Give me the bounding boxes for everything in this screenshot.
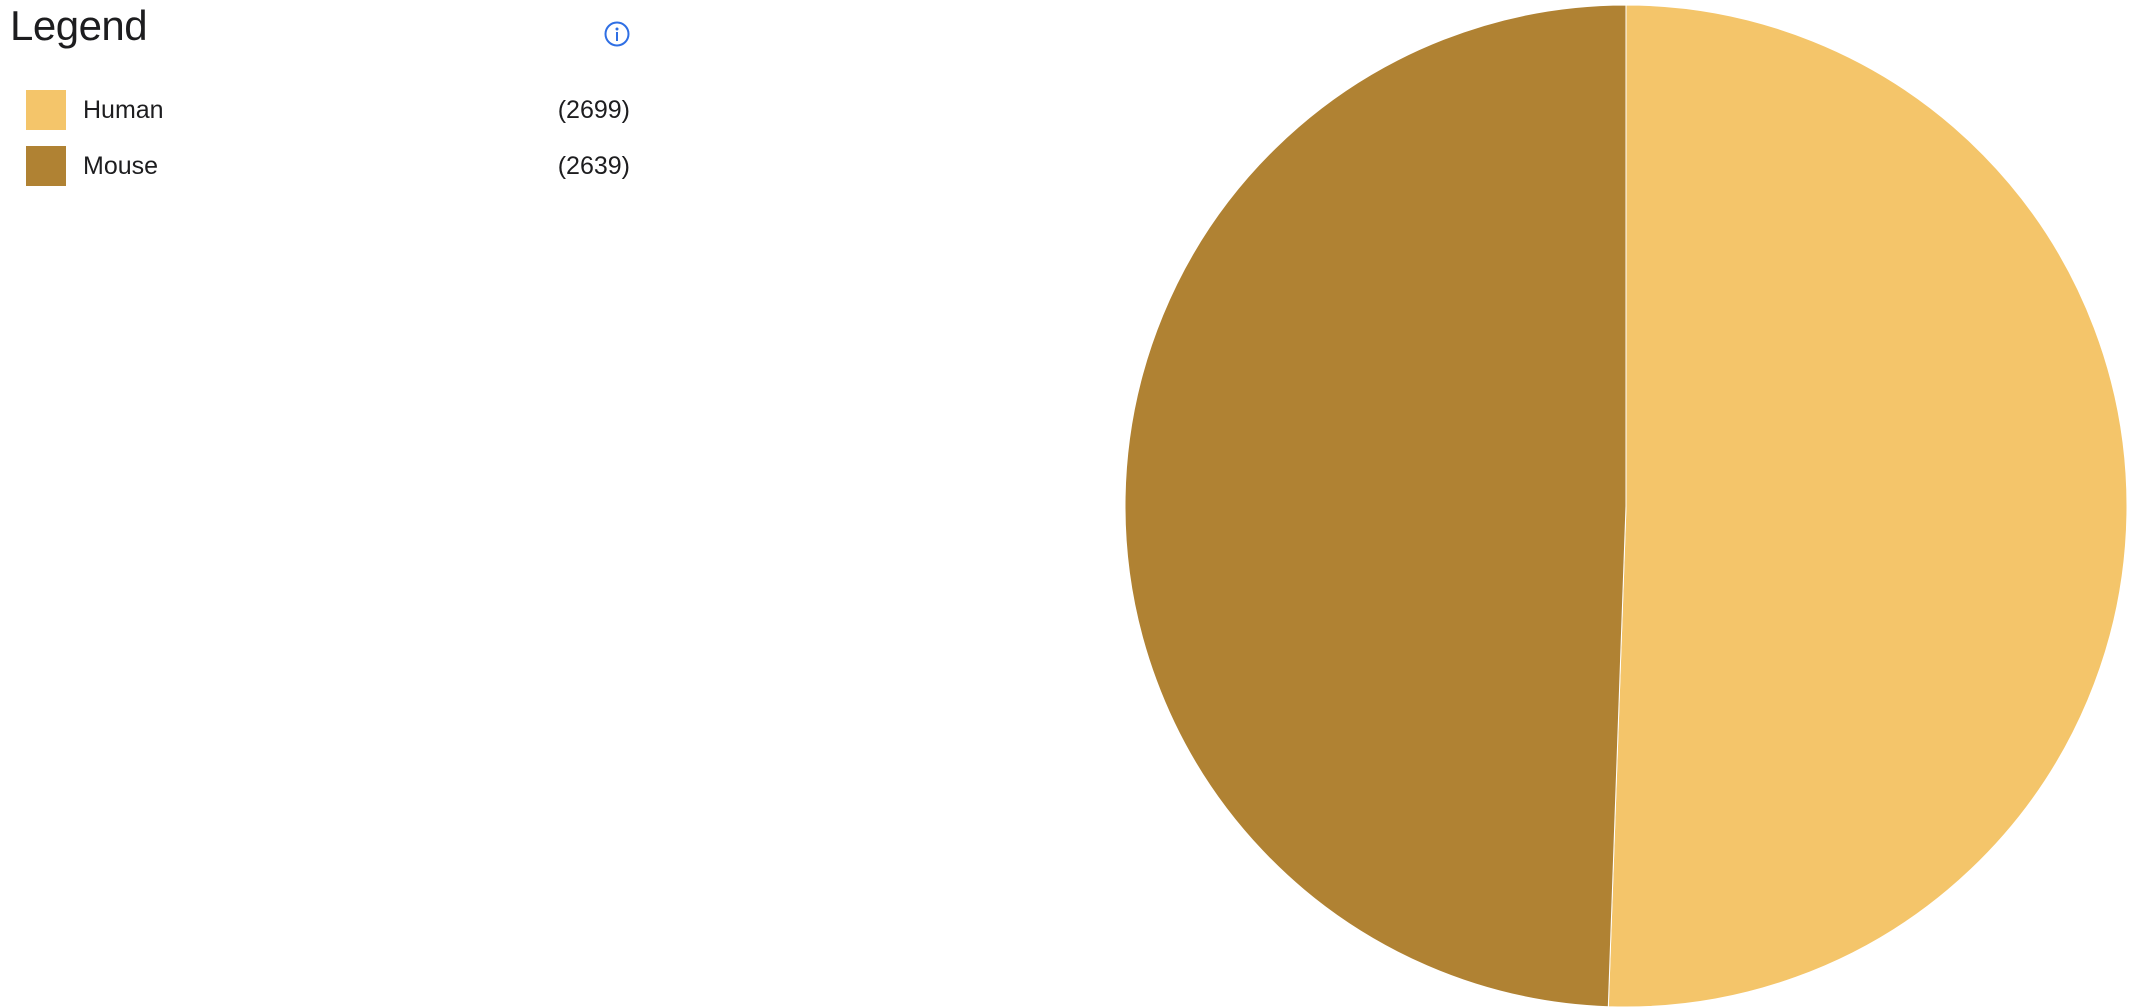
legend-item-human[interactable]: Human (2699) bbox=[26, 90, 630, 130]
legend-count: (2699) bbox=[557, 96, 630, 124]
legend-swatch-mouse bbox=[26, 146, 66, 186]
pie-slice-human[interactable] bbox=[1607, 4, 2128, 1008]
legend-swatch-human bbox=[26, 90, 66, 130]
legend-item-mouse[interactable]: Mouse (2639) bbox=[26, 146, 630, 186]
legend-count: (2639) bbox=[557, 152, 630, 180]
legend-title: Legend bbox=[10, 2, 148, 49]
legend-label: Mouse bbox=[83, 152, 159, 180]
info-circle-icon[interactable] bbox=[604, 21, 630, 47]
pie-slice-mouse[interactable] bbox=[1124, 4, 1627, 1008]
legend-label: Human bbox=[83, 96, 164, 124]
